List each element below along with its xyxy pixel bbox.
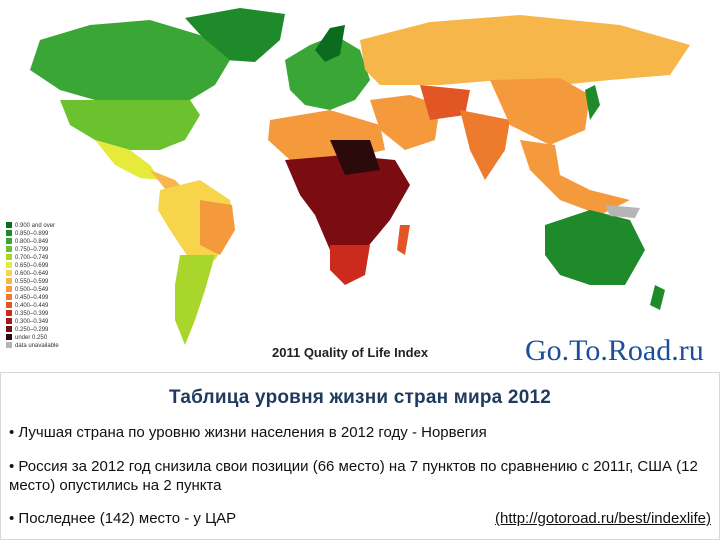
legend-swatch (6, 254, 12, 260)
legend-label: 0.700–0.749 (15, 255, 49, 261)
legend-swatch (6, 278, 12, 284)
australia (545, 210, 645, 285)
legend-swatch (6, 334, 12, 340)
new-zealand (650, 285, 665, 310)
link[interactable]: (http://gotoroad.ru/best/indexlife) (495, 510, 711, 527)
europe (285, 35, 370, 110)
legend-swatch (6, 318, 12, 324)
slide-title: Таблица уровня жизни стран мира 2012 (168, 387, 551, 408)
russia (360, 15, 690, 85)
continents (30, 8, 690, 345)
central-africa (285, 155, 410, 250)
legend: 0.900 and over 0.850–0.899 0.800–0.849 0.75… (6, 222, 59, 349)
greenland (185, 8, 285, 62)
legend-swatch (6, 342, 12, 348)
sahel (330, 140, 380, 175)
legend-label: data unavailable (15, 343, 59, 349)
southern-africa (330, 245, 370, 285)
legend-swatch (6, 246, 12, 252)
legend-label: 0.850–0.899 (15, 231, 49, 237)
legend-swatch (6, 302, 12, 308)
legend-label: 0.450–0.499 (15, 295, 49, 301)
bullet: • Россия за 2012 год снизила свои позици… (9, 458, 698, 494)
legend-label: 0.650–0.699 (15, 263, 49, 269)
china (490, 78, 590, 145)
new-guinea (605, 205, 640, 218)
bullet: • Последнее (142) место - у ЦАР (9, 510, 237, 527)
logo: Go.To.Road.ru (525, 334, 704, 367)
legend-swatch (6, 270, 12, 276)
japan (585, 85, 600, 120)
legend-swatch (6, 294, 12, 300)
legend-label: 0.800–0.849 (15, 239, 49, 245)
madagascar (397, 225, 410, 255)
map-title: 2011 Quality of Life Index (272, 345, 429, 360)
legend-label: 0.500–0.549 (15, 287, 49, 293)
legend-label: 0.350–0.399 (15, 311, 49, 317)
legend-label: 0.250–0.299 (15, 327, 49, 333)
southeast-asia (520, 140, 630, 215)
legend-label: 0.600–0.649 (15, 271, 49, 277)
brazil (200, 200, 235, 255)
legend-swatch (6, 238, 12, 244)
legend-swatch (6, 262, 12, 268)
usa (60, 100, 200, 150)
scandinavia (315, 25, 345, 62)
central-asia (420, 85, 470, 120)
canada (30, 20, 230, 102)
legend-swatch (6, 286, 12, 292)
legend-swatch (6, 230, 12, 236)
world-map: 0.900 and over 0.850–0.899 0.800–0.849 0.75… (6, 8, 704, 367)
legend-label: 0.550–0.599 (15, 279, 49, 285)
legend-swatch (6, 326, 12, 332)
south-asia (460, 110, 510, 180)
bullet-row: • Последнее (142) место - у ЦАР (http://… (9, 509, 711, 528)
middle-east (370, 95, 440, 150)
legend-label: 0.400–0.449 (15, 303, 49, 309)
legend-label: 0.300–0.349 (15, 319, 49, 325)
legend-swatch (6, 310, 12, 316)
bullet: • Лучшая страна по уровню жизни населени… (9, 424, 487, 441)
legend-swatch (6, 222, 12, 228)
south-america-south (175, 255, 215, 345)
legend-label: 0.900 and over (15, 223, 55, 229)
legend-label: under 0.250 (15, 335, 48, 341)
text-panel: Таблица уровня жизни стран мира 2012 • Л… (0, 372, 720, 540)
mexico (95, 140, 160, 180)
legend-label: 0.750–0.799 (15, 247, 49, 253)
